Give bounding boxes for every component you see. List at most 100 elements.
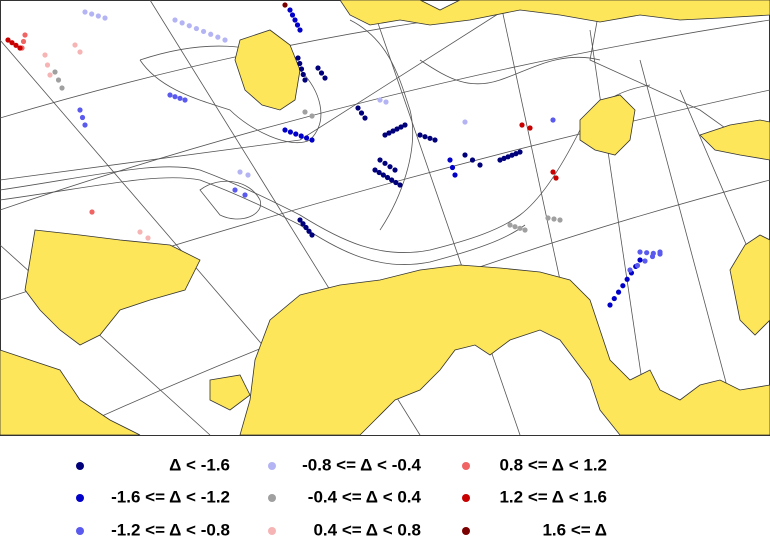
observation-dot <box>551 216 557 222</box>
observation-dot <box>522 227 528 233</box>
observation-dot <box>182 97 188 103</box>
observation-dot <box>557 217 563 223</box>
observation-dot <box>389 177 395 183</box>
observation-dot <box>304 135 310 141</box>
observation-dot <box>300 71 306 78</box>
observation-dot <box>650 250 656 256</box>
legend-marker <box>268 527 276 535</box>
observation-dot <box>384 174 391 181</box>
observation-dot <box>293 131 299 137</box>
observation-dot <box>550 169 556 175</box>
observation-dot <box>186 23 192 29</box>
observation-dot <box>637 257 643 263</box>
observation-dot <box>303 224 309 231</box>
observation-dot <box>172 94 178 100</box>
observation-dot <box>397 182 403 188</box>
observation-dot <box>393 179 399 186</box>
observation-dot <box>242 192 248 198</box>
observation-dot <box>637 249 643 255</box>
legend-label: -0.8 <= Δ < -0.4 <box>302 455 421 474</box>
observation-dot <box>517 149 523 155</box>
observation-dot <box>501 155 507 161</box>
observation-dot <box>362 115 368 121</box>
observation-dot <box>634 262 641 269</box>
observation-dot <box>383 99 389 105</box>
legend-marker <box>462 462 470 470</box>
legend-label: 0.4 <= Δ < 0.8 <box>313 520 421 538</box>
observation-dot <box>387 164 393 170</box>
legend-marker <box>268 462 276 470</box>
observation-dot <box>553 175 559 181</box>
observation-dot <box>620 283 626 289</box>
observation-dot <box>72 42 78 48</box>
observation-dot <box>615 289 622 295</box>
observation-dot <box>200 28 207 35</box>
observation-dot <box>172 17 178 23</box>
observation-dot <box>422 134 428 140</box>
observation-dot <box>382 132 388 138</box>
legend-marker <box>76 494 84 502</box>
observation-dot <box>382 160 388 166</box>
observation-dot <box>145 235 151 241</box>
observation-dot <box>449 164 456 171</box>
observation-dot <box>77 107 83 113</box>
observation-dot <box>607 302 613 308</box>
observation-dot <box>79 114 86 121</box>
observations <box>5 2 663 308</box>
observation-dot <box>77 49 83 55</box>
observation-dot <box>287 7 293 13</box>
legend-label: 0.8 <= Δ < 1.2 <box>499 455 607 474</box>
observation-dot <box>289 12 296 18</box>
observation-dot <box>306 228 312 234</box>
legend-marker <box>268 494 276 502</box>
observation-dot <box>13 42 19 48</box>
observation-dot <box>298 66 305 72</box>
legend-label: Δ < -1.6 <box>169 455 230 474</box>
observation-dot <box>394 126 400 132</box>
observation-dot <box>47 72 53 78</box>
observation-dot <box>245 172 251 178</box>
observation-dot <box>222 37 228 43</box>
observation-dot <box>294 22 301 28</box>
observation-dot <box>386 130 392 136</box>
observation-dot <box>282 2 288 8</box>
observation-dot <box>309 137 315 143</box>
observation-dot <box>42 52 48 58</box>
legend-label: -1.6 <= Δ < -1.2 <box>111 487 230 506</box>
observation-dot <box>237 169 243 175</box>
observation-dot <box>377 97 383 103</box>
observation-dot <box>519 122 525 128</box>
observation-dot <box>513 151 519 157</box>
observation-dot <box>17 45 23 51</box>
observation-dot <box>232 187 238 193</box>
observation-dot <box>302 77 308 83</box>
observation-dot <box>89 11 95 17</box>
observation-dot <box>309 232 315 238</box>
observation-dot <box>22 32 28 38</box>
observation-dot <box>432 137 438 143</box>
observation-dot <box>627 267 633 273</box>
observation-dot <box>545 215 551 221</box>
observation-dot <box>358 110 365 116</box>
observation-dot <box>315 65 321 71</box>
observation-dot <box>477 162 483 168</box>
observation-dot <box>512 224 518 230</box>
observation-dot <box>297 27 303 33</box>
legend-marker <box>462 494 470 502</box>
observation-dot <box>208 31 214 37</box>
observation-dot <box>318 70 325 76</box>
legend-label: 1.2 <= Δ < 1.6 <box>499 487 607 506</box>
observation-dot <box>469 157 476 163</box>
observation-dot <box>462 152 468 158</box>
observation-dot <box>82 9 88 15</box>
observation-dot <box>295 55 301 61</box>
observation-dot <box>20 38 27 45</box>
observation-dot <box>297 217 303 223</box>
legend-label: -0.4 <= Δ < 0.4 <box>308 487 422 506</box>
observation-dot <box>497 157 503 163</box>
map <box>0 0 770 436</box>
observation-dot <box>427 135 433 141</box>
legend-label: -1.2 <= Δ < -0.8 <box>111 520 230 538</box>
legend-marker <box>76 462 84 470</box>
observation-dot <box>167 92 173 98</box>
